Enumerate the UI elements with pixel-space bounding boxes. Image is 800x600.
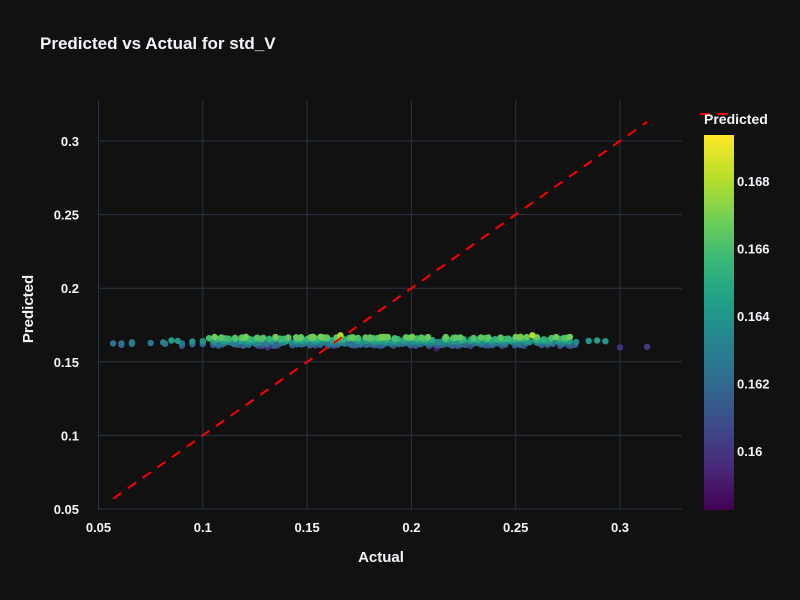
data-point xyxy=(477,334,485,341)
data-point xyxy=(231,334,239,342)
chart-title: Predicted vs Actual for std_V xyxy=(40,34,276,53)
data-point xyxy=(380,333,387,341)
data-point xyxy=(643,343,651,350)
x-tick-label: 0.1 xyxy=(194,520,212,535)
data-point xyxy=(552,333,560,341)
x-tick-label: 0.25 xyxy=(503,520,528,535)
data-point xyxy=(337,332,344,339)
data-point xyxy=(205,335,213,342)
data-point xyxy=(616,344,624,351)
y-tick-label: 0.3 xyxy=(61,134,79,149)
data-point xyxy=(174,337,181,345)
colorbar-tick-label: 0.166 xyxy=(737,241,770,256)
data-point xyxy=(147,339,154,347)
grid-lines xyxy=(98,100,682,510)
data-point xyxy=(442,333,450,341)
data-point xyxy=(317,333,324,340)
y-tick-label: 0.05 xyxy=(54,502,79,517)
data-point xyxy=(540,336,548,343)
data-point xyxy=(485,334,492,341)
y-axis-ticks: 0.05 0.1 0.15 0.2 0.25 0.3 xyxy=(54,134,79,517)
colorbar-ticks: 0.16 0.162 0.164 0.166 0.168 xyxy=(737,174,770,459)
x-tick-label: 0.2 xyxy=(402,520,420,535)
data-point xyxy=(424,333,432,341)
data-point xyxy=(189,338,196,345)
ideal-reference-line xyxy=(112,121,648,500)
data-point xyxy=(323,334,331,341)
colorbar-title: Predicted xyxy=(704,111,768,127)
x-tick-label: 0.3 xyxy=(611,520,629,535)
data-point xyxy=(402,334,410,341)
colorbar: Predicted 0.16 0.162 0.164 0.166 0.168 xyxy=(704,111,770,510)
data-point xyxy=(572,338,580,346)
data-point xyxy=(470,334,477,342)
data-point xyxy=(118,340,125,347)
data-point xyxy=(242,333,250,341)
data-point xyxy=(109,340,117,347)
data-point xyxy=(529,332,536,339)
data-point xyxy=(260,334,267,342)
data-point xyxy=(159,339,167,346)
data-point xyxy=(253,334,261,341)
data-point xyxy=(128,339,136,346)
colorbar-tick-label: 0.168 xyxy=(737,174,770,189)
y-tick-label: 0.2 xyxy=(61,281,79,296)
y-axis-title: Predicted xyxy=(20,275,37,343)
data-point xyxy=(366,334,374,341)
colorbar-gradient xyxy=(704,135,734,510)
x-tick-label: 0.05 xyxy=(86,520,111,535)
data-point xyxy=(409,333,416,341)
data-point xyxy=(211,333,218,341)
x-tick-label: 0.15 xyxy=(294,520,319,535)
data-point xyxy=(391,335,398,342)
data-point xyxy=(362,334,369,341)
data-point xyxy=(491,335,499,343)
data-point xyxy=(297,334,305,341)
data-point xyxy=(349,334,356,341)
data-point xyxy=(285,334,292,341)
data-point xyxy=(218,334,225,341)
data-point xyxy=(505,335,512,342)
data-point xyxy=(512,333,519,341)
x-axis-ticks: 0.05 0.1 0.15 0.2 0.25 0.3 xyxy=(86,520,629,535)
data-point xyxy=(309,333,317,341)
y-tick-label: 0.15 xyxy=(54,355,79,370)
data-point xyxy=(199,337,206,345)
data-point xyxy=(452,334,459,341)
data-point xyxy=(497,334,504,341)
colorbar-tick-label: 0.16 xyxy=(737,444,762,459)
data-point xyxy=(566,333,574,341)
data-point xyxy=(593,337,601,344)
data-point xyxy=(523,333,530,341)
data-point xyxy=(354,334,362,342)
data-point xyxy=(602,337,609,345)
data-point xyxy=(418,334,425,341)
data-point xyxy=(585,337,592,345)
x-axis-title: Actual xyxy=(358,549,404,566)
data-point xyxy=(457,334,464,341)
data-point xyxy=(293,334,300,341)
scatter-points xyxy=(109,332,651,352)
y-tick-label: 0.25 xyxy=(54,208,79,223)
colorbar-tick-label: 0.162 xyxy=(737,376,770,391)
data-point xyxy=(517,333,524,341)
data-point xyxy=(272,333,279,341)
data-point xyxy=(266,335,273,343)
y-tick-label: 0.1 xyxy=(61,428,79,443)
data-point xyxy=(168,337,175,344)
colorbar-tick-label: 0.164 xyxy=(737,309,770,324)
